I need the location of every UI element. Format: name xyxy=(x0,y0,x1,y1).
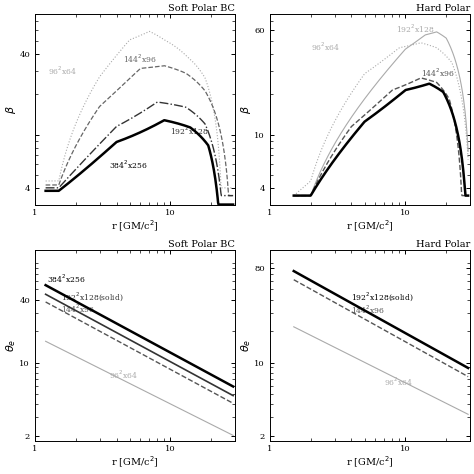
Text: 96$^2$x64: 96$^2$x64 xyxy=(384,375,413,388)
Text: 144$^2$x96: 144$^2$x96 xyxy=(123,53,157,65)
Y-axis label: $\beta$: $\beta$ xyxy=(239,105,253,113)
Y-axis label: $\theta_e$: $\theta_e$ xyxy=(239,338,253,352)
Text: 192$^2$x128(solid): 192$^2$x128(solid) xyxy=(61,290,123,303)
Text: 384$^2$x256: 384$^2$x256 xyxy=(46,273,85,285)
Y-axis label: $\beta$: $\beta$ xyxy=(4,105,18,113)
Text: Soft Polar BC: Soft Polar BC xyxy=(168,4,235,13)
X-axis label: r [GM/c$^2$]: r [GM/c$^2$] xyxy=(111,219,159,234)
Text: 192$^2$x128: 192$^2$x128 xyxy=(171,124,209,137)
Text: 192$^2$x128(solid): 192$^2$x128(solid) xyxy=(352,290,414,303)
Text: 144$^2$x96: 144$^2$x96 xyxy=(421,66,455,79)
Text: 96$^2$x64: 96$^2$x64 xyxy=(48,64,77,77)
Text: 384$^2$x256: 384$^2$x256 xyxy=(109,159,147,171)
Text: 96$^2$x64: 96$^2$x64 xyxy=(310,41,340,53)
X-axis label: r [GM/c$^2$]: r [GM/c$^2$] xyxy=(346,219,394,234)
Y-axis label: $\theta_e$: $\theta_e$ xyxy=(4,338,18,352)
X-axis label: r [GM/c$^2$]: r [GM/c$^2$] xyxy=(111,455,159,470)
Text: Soft Polar BC: Soft Polar BC xyxy=(168,240,235,249)
Text: Hard Polar: Hard Polar xyxy=(416,240,470,249)
Text: 144$^2$x96: 144$^2$x96 xyxy=(61,302,94,315)
Text: 192$^2$x128: 192$^2$x128 xyxy=(396,23,434,36)
Text: 144$^2$x96: 144$^2$x96 xyxy=(352,304,385,316)
Text: Hard Polar: Hard Polar xyxy=(416,4,470,13)
Text: 96$^2$x64: 96$^2$x64 xyxy=(109,368,138,381)
X-axis label: r [GM/c$^2$]: r [GM/c$^2$] xyxy=(346,455,394,470)
